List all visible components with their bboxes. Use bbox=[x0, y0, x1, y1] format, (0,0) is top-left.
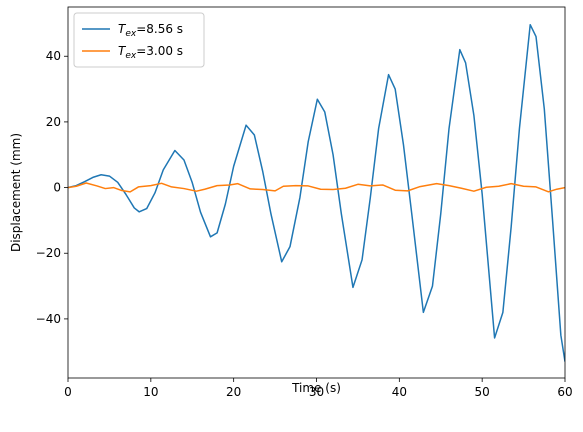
y-tick-label: 20 bbox=[46, 115, 61, 129]
y-tick-label: 40 bbox=[46, 49, 61, 63]
x-tick-label: 60 bbox=[557, 385, 572, 399]
axes: 0 10 20 30 40 50 60 −40 −20 0 20 40 bbox=[36, 6, 573, 399]
x-axis-label: Time (s) bbox=[291, 381, 341, 395]
legend-box bbox=[73, 12, 205, 68]
y-axis-label: Displacement (mm) bbox=[9, 133, 23, 252]
y-tick-label: −40 bbox=[36, 312, 61, 326]
series-line-0 bbox=[68, 23, 565, 362]
legend-label-0: Tex=8.56 s bbox=[118, 22, 183, 39]
plot-area bbox=[68, 23, 565, 362]
x-tick-label: 40 bbox=[392, 385, 407, 399]
legend: Tex=8.56 s Tex=3.00 s bbox=[73, 12, 205, 68]
y-tick-label: −20 bbox=[36, 246, 61, 260]
x-tick-label: 20 bbox=[226, 385, 241, 399]
x-tick-label: 10 bbox=[143, 385, 158, 399]
x-tick-label: 30 bbox=[309, 385, 324, 399]
y-tick-label: 0 bbox=[53, 181, 61, 195]
legend-label-1: Tex=3.00 s bbox=[118, 44, 183, 61]
x-tick-label: 0 bbox=[64, 385, 72, 399]
series-line-1 bbox=[68, 182, 565, 193]
x-tick-label: 50 bbox=[475, 385, 490, 399]
